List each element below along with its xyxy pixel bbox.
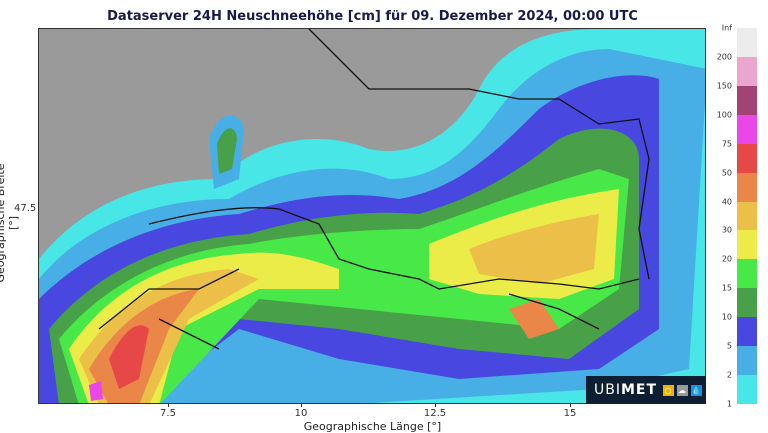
colorbar-segment <box>737 375 757 404</box>
snow-zone-north-green <box>217 128 237 174</box>
chart-title: Dataserver 24H Neuschneehöhe [cm] für 09… <box>107 9 638 24</box>
colorbar-segment <box>737 201 757 231</box>
snow-map <box>38 28 706 404</box>
colorbar-segment <box>737 85 757 115</box>
colorbar-label: 50 <box>721 168 732 178</box>
colorbar <box>737 28 757 404</box>
colorbar-label: 5 <box>726 341 732 351</box>
snow-zone-50cm <box>109 325 149 389</box>
colorbar-label: 75 <box>721 139 732 149</box>
colorbar-segment <box>737 114 757 144</box>
y-axis-label: Geographische Breite [°] <box>0 163 20 283</box>
colorbar-label: 150 <box>716 81 732 91</box>
x-tick-mark <box>168 404 169 407</box>
colorbar-segment <box>737 346 757 376</box>
colorbar-segment <box>737 230 757 260</box>
colorbar-label: 20 <box>721 254 732 264</box>
colorbar-segment <box>737 28 757 57</box>
drop-icon: 💧 <box>691 384 703 396</box>
colorbar-label: 200 <box>716 52 732 62</box>
y-tick-label: 47.5 <box>14 203 37 214</box>
colorbar-label: 10 <box>721 312 732 322</box>
country-borders <box>98 29 650 350</box>
ubimet-logo: UBI MET ○ ☁ 💧 <box>586 376 706 404</box>
colorbar-label: 100 <box>716 110 732 120</box>
cloud-icon: ☁ <box>677 384 689 396</box>
colorbar-label: 1 <box>726 399 732 409</box>
colorbar-label: 15 <box>721 283 732 293</box>
x-tick-label: 12.5 <box>423 408 447 419</box>
colorbar-label: Inf <box>721 23 732 33</box>
x-axis-label: Geographische Länge [°] <box>303 420 442 433</box>
colorbar-segment <box>737 259 757 289</box>
logo-text-light: UBI <box>594 382 621 398</box>
x-tick-label: 15 <box>563 408 577 419</box>
logo-text-bold: MET <box>620 382 658 398</box>
colorbar-segment <box>737 317 757 347</box>
x-tick-mark <box>435 404 436 407</box>
sun-icon: ○ <box>663 384 675 396</box>
colorbar-label: 2 <box>726 370 732 380</box>
colorbar-segment <box>737 288 757 318</box>
colorbar-label: 40 <box>721 197 732 207</box>
snowfall-overlay <box>39 29 705 403</box>
snow-zone-40cm <box>89 289 559 403</box>
x-tick-label: 7.5 <box>160 408 176 419</box>
snow-zone-75cm <box>89 381 103 401</box>
x-tick-mark <box>301 404 302 407</box>
x-tick-label: 10 <box>294 408 308 419</box>
colorbar-segment <box>737 143 757 173</box>
colorbar-segment <box>737 56 757 86</box>
x-tick-mark <box>570 404 571 407</box>
colorbar-label: 30 <box>721 225 732 235</box>
snow-zone-20cm <box>69 189 619 403</box>
colorbar-segment <box>737 172 757 202</box>
